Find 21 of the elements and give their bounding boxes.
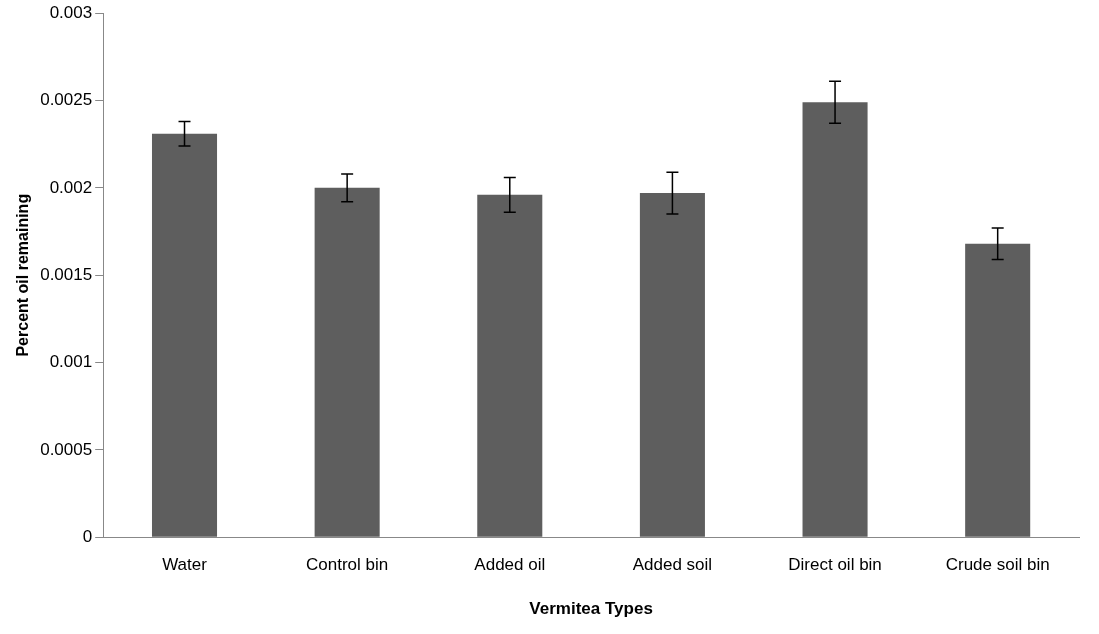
y-tick-label: 0.001 xyxy=(49,352,93,372)
bar xyxy=(151,133,218,537)
x-tick-label: Crude soil bin xyxy=(945,555,1050,575)
y-tick-label: 0.003 xyxy=(49,2,93,22)
y-axis-title: Percent oil remaining xyxy=(14,193,32,357)
y-tick-label: 0 xyxy=(82,526,93,546)
x-tick-label: Water xyxy=(162,555,208,575)
x-tick-label: Control bin xyxy=(306,555,389,575)
y-tick-label: 0.0015 xyxy=(40,264,93,284)
bar xyxy=(314,187,380,537)
bar xyxy=(477,194,543,537)
x-axis-title: Vermitea Types xyxy=(529,599,653,619)
bar xyxy=(639,193,705,537)
y-tick-label: 0.002 xyxy=(49,177,93,197)
x-tick-label: Added oil xyxy=(474,555,546,575)
y-tick-label: 0.0005 xyxy=(40,439,93,459)
y-tick-label: 0.0025 xyxy=(40,90,93,110)
bar xyxy=(965,243,1031,537)
bar xyxy=(802,102,868,537)
x-tick-label: Direct oil bin xyxy=(788,555,882,575)
x-tick-label: Added soil xyxy=(632,555,713,575)
